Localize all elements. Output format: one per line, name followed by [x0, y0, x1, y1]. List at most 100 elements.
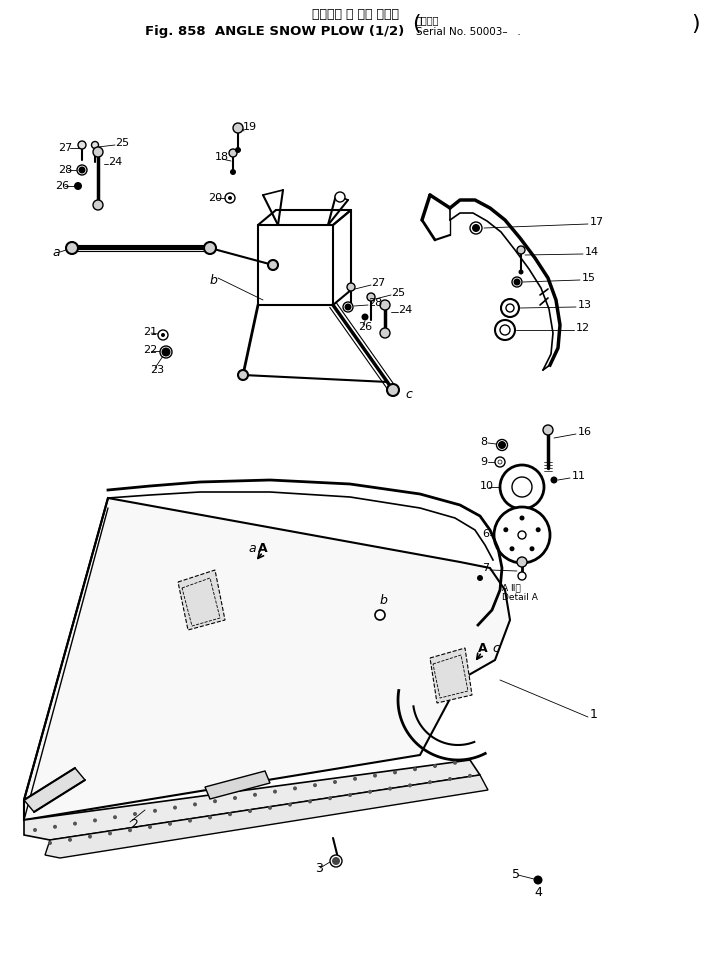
Text: 28: 28 [368, 298, 382, 308]
Circle shape [93, 818, 97, 822]
Circle shape [501, 299, 519, 317]
Circle shape [168, 822, 172, 826]
Circle shape [153, 809, 157, 813]
Circle shape [77, 165, 87, 175]
Circle shape [468, 774, 472, 778]
Circle shape [543, 425, 553, 435]
Text: 28: 28 [58, 165, 72, 175]
Circle shape [204, 242, 216, 254]
Circle shape [288, 802, 292, 806]
Text: 15: 15 [582, 273, 596, 283]
Circle shape [348, 793, 352, 797]
Circle shape [66, 242, 78, 254]
Circle shape [535, 527, 541, 532]
Text: 10: 10 [480, 481, 494, 491]
Text: 8: 8 [480, 437, 487, 447]
Circle shape [158, 330, 168, 340]
Circle shape [387, 384, 399, 396]
Text: 22: 22 [143, 345, 157, 355]
Circle shape [328, 797, 332, 800]
Polygon shape [178, 570, 225, 630]
Text: b: b [210, 274, 218, 287]
Circle shape [513, 279, 520, 286]
Circle shape [228, 196, 232, 200]
Circle shape [494, 507, 550, 563]
Circle shape [413, 767, 417, 771]
Polygon shape [45, 775, 488, 858]
Text: 16: 16 [578, 427, 592, 437]
Text: 4: 4 [534, 885, 542, 899]
Text: アングル ス ノー プラウ: アングル ス ノー プラウ [312, 8, 398, 20]
Text: 24: 24 [108, 157, 122, 167]
Circle shape [208, 815, 212, 819]
Circle shape [133, 812, 137, 816]
Circle shape [293, 787, 297, 791]
Circle shape [500, 465, 544, 509]
Text: A: A [478, 642, 488, 654]
Circle shape [228, 812, 232, 816]
Text: 9: 9 [480, 457, 487, 467]
Circle shape [173, 805, 177, 809]
Text: 18: 18 [215, 152, 229, 162]
Circle shape [235, 147, 241, 153]
Circle shape [148, 825, 152, 829]
Text: Detail A: Detail A [502, 594, 538, 603]
Polygon shape [24, 760, 480, 840]
Circle shape [380, 300, 390, 310]
Circle shape [73, 822, 77, 826]
Circle shape [213, 800, 217, 803]
Circle shape [233, 796, 237, 800]
Circle shape [238, 370, 248, 380]
Circle shape [496, 440, 508, 450]
Text: b: b [380, 594, 388, 606]
Text: 2: 2 [130, 818, 138, 832]
Text: Serial No. 50003–   .: Serial No. 50003– . [416, 27, 520, 37]
Circle shape [498, 441, 506, 449]
Text: 27: 27 [58, 143, 72, 153]
Text: 23: 23 [150, 365, 164, 375]
Polygon shape [430, 648, 472, 703]
Circle shape [380, 328, 390, 338]
Circle shape [160, 346, 172, 358]
Circle shape [433, 764, 437, 768]
Circle shape [273, 790, 277, 794]
Circle shape [373, 773, 377, 778]
Text: 適用号機: 適用号機 [416, 15, 439, 25]
Circle shape [332, 857, 340, 865]
Text: 25: 25 [115, 138, 129, 148]
Circle shape [333, 780, 337, 784]
Circle shape [88, 835, 92, 838]
Circle shape [161, 333, 165, 337]
Circle shape [530, 546, 535, 551]
Circle shape [368, 790, 372, 794]
Text: 27: 27 [371, 278, 386, 288]
Text: 26: 26 [55, 181, 69, 191]
Circle shape [188, 819, 192, 823]
Circle shape [448, 777, 452, 781]
Circle shape [330, 855, 342, 867]
Circle shape [308, 800, 312, 803]
Circle shape [344, 303, 351, 310]
Text: 1: 1 [590, 709, 598, 722]
Polygon shape [24, 498, 510, 820]
Text: 25: 25 [391, 288, 405, 298]
Circle shape [48, 841, 52, 845]
Circle shape [343, 302, 353, 312]
Circle shape [500, 325, 510, 335]
Text: ): ) [692, 14, 700, 34]
Text: 13: 13 [578, 300, 592, 310]
Circle shape [517, 246, 525, 254]
Circle shape [510, 546, 515, 551]
Text: 26: 26 [358, 322, 372, 332]
Text: 11: 11 [572, 471, 586, 481]
Text: 21: 21 [143, 327, 157, 337]
Text: (: ( [412, 14, 420, 34]
Text: 6: 6 [482, 529, 489, 539]
Circle shape [268, 260, 278, 270]
Circle shape [506, 304, 514, 312]
Circle shape [518, 531, 526, 539]
Text: A: A [258, 541, 268, 555]
Circle shape [375, 610, 385, 620]
Circle shape [550, 477, 557, 484]
Circle shape [268, 805, 272, 810]
